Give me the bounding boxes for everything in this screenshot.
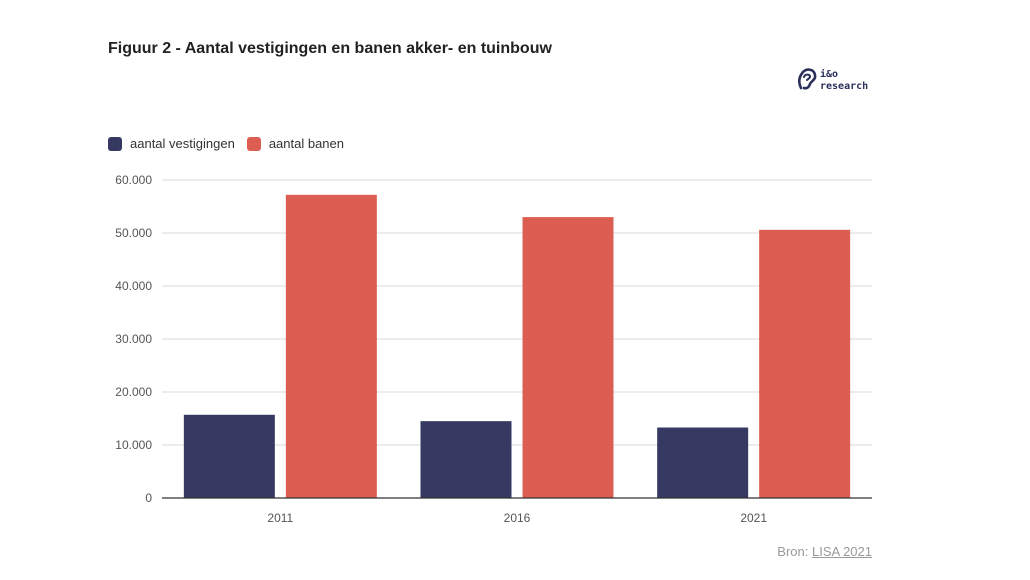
bar-vestigingen-2016[interactable] <box>420 421 512 498</box>
bar-vestigingen-2011[interactable] <box>183 414 275 498</box>
legend-item-vestigingen[interactable]: aantal vestigingen <box>108 136 235 151</box>
y-tick-label: 0 <box>145 491 152 505</box>
x-tick-label: 2011 <box>267 511 293 525</box>
y-tick-label: 20.000 <box>115 385 152 399</box>
legend-label-vestigingen: aantal vestigingen <box>130 136 235 151</box>
io-research-logo: i&o research <box>798 68 868 92</box>
chart-title: Figuur 2 - Aantal vestigingen en banen a… <box>108 40 552 57</box>
y-tick-label: 10.000 <box>115 438 152 452</box>
x-tick-label: 2016 <box>504 511 531 525</box>
y-tick-label: 40.000 <box>115 279 152 293</box>
legend-swatch-banen <box>246 136 261 151</box>
ear-icon <box>798 68 817 90</box>
x-tick-label: 2021 <box>740 511 767 525</box>
logo-text-top: i&o <box>820 68 838 80</box>
bar-banen-2011[interactable] <box>285 194 377 498</box>
legend-label-banen: aantal banen <box>268 136 344 151</box>
bar-banen-2016[interactable] <box>522 217 614 498</box>
source-note: Bron: LISA 2021 <box>777 544 872 559</box>
y-tick-label: 60.000 <box>115 173 152 187</box>
source-link[interactable]: LISA 2021 <box>812 544 872 559</box>
legend-swatch-vestigingen <box>108 136 122 151</box>
legend-item-banen[interactable]: aantal banen <box>246 136 344 151</box>
bar-banen-2021[interactable] <box>759 229 851 498</box>
logo-text-bottom: research <box>820 81 868 92</box>
legend: aantal vestigingen aantal banen <box>108 136 356 151</box>
y-tick-label: 30.000 <box>115 332 152 346</box>
bar-vestigingen-2021[interactable] <box>657 427 749 498</box>
source-prefix: Bron: <box>777 544 809 559</box>
y-tick-label: 50.000 <box>115 226 152 240</box>
